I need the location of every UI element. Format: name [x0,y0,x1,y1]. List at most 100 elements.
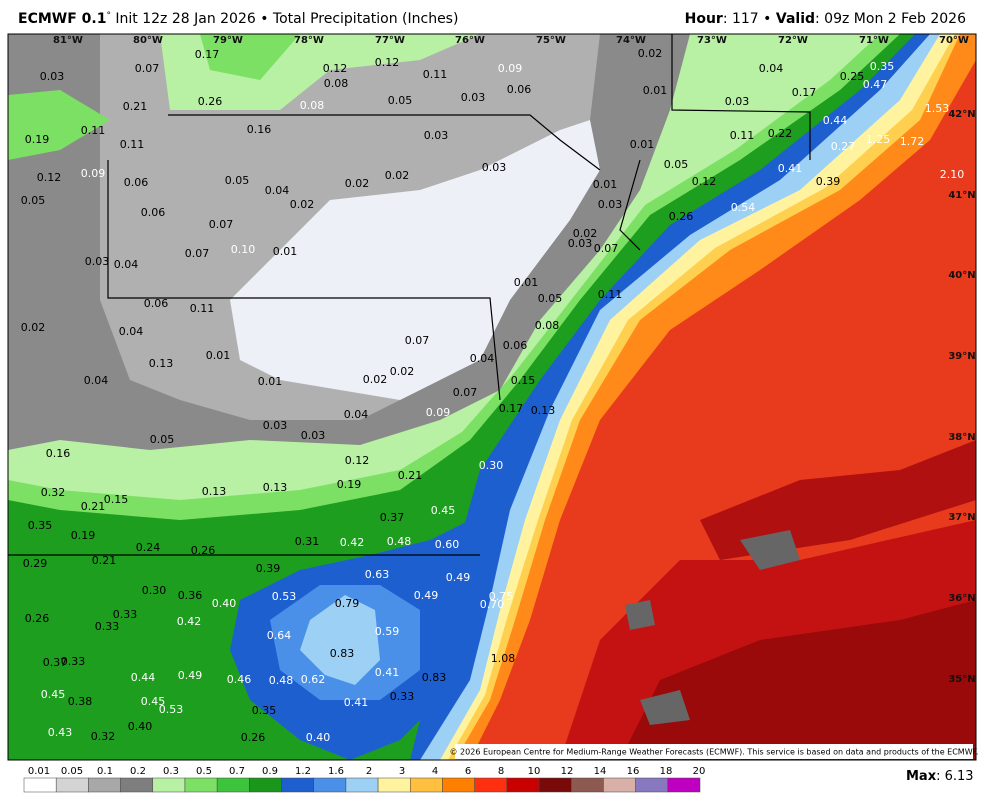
point-value: 0.36 [178,589,203,602]
longitude-label: 80°W [133,35,163,46]
point-value: 0.04 [84,374,109,387]
point-value: 0.25 [840,70,865,83]
point-value: 0.41 [344,696,369,709]
point-value: 1.53 [925,102,950,115]
point-value: 0.07 [405,334,430,347]
point-value: 0.03 [568,237,593,250]
max: Max: 6.13 [906,769,974,784]
colorbar-swatch [249,777,282,793]
point-value: 0.04 [344,408,369,421]
point-value: 0.01 [273,245,298,258]
colorbar-swatch [603,777,636,793]
point-value: 0.08 [300,99,325,112]
point-value: 0.11 [81,124,106,137]
colorbar-swatch [410,777,443,793]
longitude-label: 79°W [213,35,243,46]
colorbar-label: 0.9 [262,766,278,777]
point-value: 0.70 [480,598,505,611]
colorbar-swatch [88,777,121,793]
point-value: 0.04 [759,62,784,75]
point-value: 0.04 [114,258,139,271]
colorbar-swatch [345,777,379,793]
point-value: 0.45 [431,504,456,517]
point-value: 0.13 [149,357,174,370]
point-value: 0.79 [335,597,360,610]
point-value: 0.40 [212,597,237,610]
point-value: 0.30 [142,584,167,597]
point-value: 0.33 [95,620,120,633]
colorbar-label: 6 [465,766,471,777]
colorbar-label: 0.1 [97,766,113,777]
colorbar-swatch [313,777,347,793]
point-value: 0.26 [241,731,266,744]
point-value: 0.03 [424,129,449,142]
hour-label: Hour [684,11,723,27]
point-value: 0.03 [40,70,65,83]
colorbar-label: 16 [627,766,640,777]
point-value: 0.22 [768,127,793,140]
valid: : 09z Mon 2 Feb 2026 [815,11,966,27]
point-value: 0.08 [535,319,560,332]
point-value: 0.01 [206,349,231,362]
point-value: 0.37 [43,656,68,669]
point-value: 0.05 [150,433,175,446]
colorbar-swatch [635,777,669,793]
latitude-label: 40°N [948,270,975,281]
point-value: 0.07 [594,242,619,255]
point-value: 0.47 [863,78,888,91]
point-value: 0.32 [41,486,66,499]
hour: : 117 • [722,11,776,27]
point-value: 0.12 [692,175,717,188]
colorbar-label: 0.7 [229,766,245,777]
point-value: 0.13 [263,481,288,494]
colorbar-swatch [120,777,154,793]
point-value: 0.12 [37,171,62,184]
colorbar-label: 1.2 [295,766,311,777]
point-value: 0.11 [190,302,215,315]
point-value: 0.07 [453,386,478,399]
point-value: 0.11 [598,288,623,301]
colorbar-label: 18 [660,766,673,777]
point-value: 0.63 [365,568,390,581]
point-value: 0.33 [61,655,86,668]
latitude-label: 35°N [948,674,975,685]
colorbar-swatch [216,777,250,793]
valid-label: Valid [775,11,816,27]
point-value: 0.31 [295,535,320,548]
colorbar-swatch [152,777,186,793]
point-value: 0.75 [489,590,514,603]
point-value: 0.40 [128,720,153,733]
point-value: 0.21 [81,500,106,513]
point-value: 0.15 [104,493,129,506]
point-value: 0.26 [669,210,694,223]
point-value: 0.04 [119,325,144,338]
point-value: 0.03 [725,95,750,108]
point-value: 0.10 [231,243,256,256]
point-value: 0.43 [48,726,73,739]
max-label: Max [906,769,937,784]
colorbar-swatch [538,777,572,793]
point-value: 1.08 [491,652,516,665]
point-value: 0.41 [375,666,400,679]
point-value: 0.53 [272,590,297,603]
point-value: 0.35 [252,704,277,717]
colorbar-label: 8 [498,766,504,777]
point-value: 0.35 [870,60,895,73]
point-value: 0.49 [446,571,471,584]
point-value: 0.37 [380,511,405,524]
longitude-label: 73°W [697,35,727,46]
point-value: 0.06 [124,176,149,189]
point-value: 0.32 [91,730,116,743]
point-value: 0.30 [479,459,504,472]
colorbar-swatch [570,777,604,793]
point-value: 0.83 [330,647,355,660]
point-value: 0.62 [301,673,326,686]
point-value: 0.12 [345,454,370,467]
longitude-label: 74°W [616,35,646,46]
map-frame [7,33,977,761]
colorbar-swatch [23,777,57,793]
point-value: 0.06 [144,297,169,310]
point-value: 0.39 [816,175,841,188]
colorbar-label: 3 [399,766,405,777]
point-value: 0.45 [41,688,66,701]
